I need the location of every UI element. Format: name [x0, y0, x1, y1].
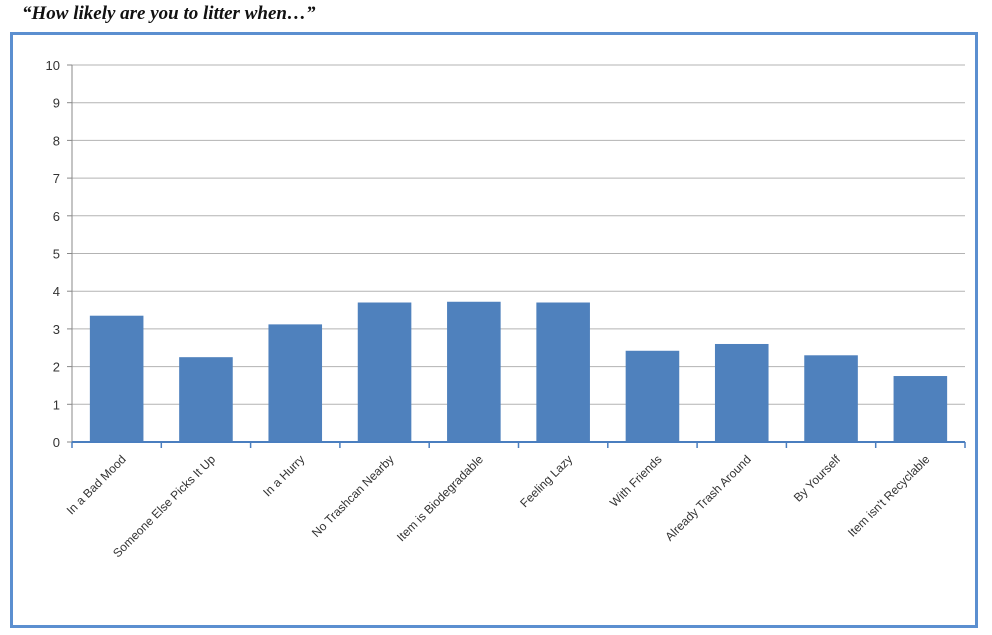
y-tick-label: 0 [53, 435, 60, 450]
x-category-label: Already Trash Around [662, 452, 754, 544]
y-tick-label: 5 [53, 247, 60, 262]
x-category-label: Feeling Lazy [517, 452, 575, 510]
x-category-label: Someone Else Picks It Up [110, 452, 218, 560]
y-tick-label: 3 [53, 322, 60, 337]
x-category-label: Item is Biodegradable [394, 452, 486, 544]
bar [804, 355, 858, 442]
bar [89, 315, 144, 442]
y-axis-ticks: 0 1 2 3 4 5 6 7 8 9 10 [46, 58, 73, 450]
bar [179, 357, 233, 442]
bar [268, 324, 323, 442]
bars [89, 301, 948, 442]
x-category-label: No Trashcan Nearby [309, 452, 397, 540]
x-category-label: By Yourself [791, 452, 844, 505]
x-category-label: In a Hurry [260, 452, 307, 499]
bar [714, 343, 769, 442]
x-category-label: In a Bad Mood [64, 452, 129, 517]
y-tick-label: 6 [53, 209, 60, 224]
bar [625, 350, 680, 442]
y-tick-label: 7 [53, 171, 60, 186]
bar [447, 301, 501, 442]
x-axis [71, 441, 966, 448]
y-tick-label: 1 [53, 397, 60, 412]
y-tick-label: 8 [53, 133, 60, 148]
gridlines [72, 64, 965, 405]
x-category-label: With Friends [607, 452, 665, 510]
y-tick-label: 4 [53, 284, 60, 299]
chart-title: “How likely are you to litter when…” [22, 3, 316, 24]
y-tick-label: 9 [53, 96, 60, 111]
y-tick-label: 10 [46, 58, 60, 73]
y-tick-label: 2 [53, 360, 60, 375]
bar [893, 376, 948, 442]
bar [536, 302, 590, 442]
bar [357, 302, 412, 442]
x-category-label: Item isn't Recyclable [845, 452, 933, 540]
